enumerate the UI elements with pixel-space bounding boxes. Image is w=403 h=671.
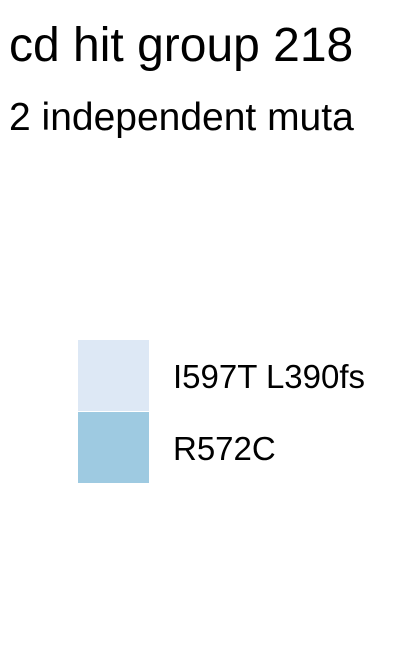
legend-item: I597T L390fs (78, 340, 398, 412)
legend: I597T L390fs R572C (78, 340, 398, 484)
legend-item: R572C (78, 412, 398, 484)
chart-title: cd hit group 218 (9, 19, 354, 72)
chart-subtitle: 2 independent muta (9, 96, 354, 139)
legend-label: R572C (173, 430, 276, 467)
legend-swatch (78, 340, 149, 411)
legend-swatch (78, 412, 149, 483)
legend-label: I597T L390fs (173, 358, 366, 395)
